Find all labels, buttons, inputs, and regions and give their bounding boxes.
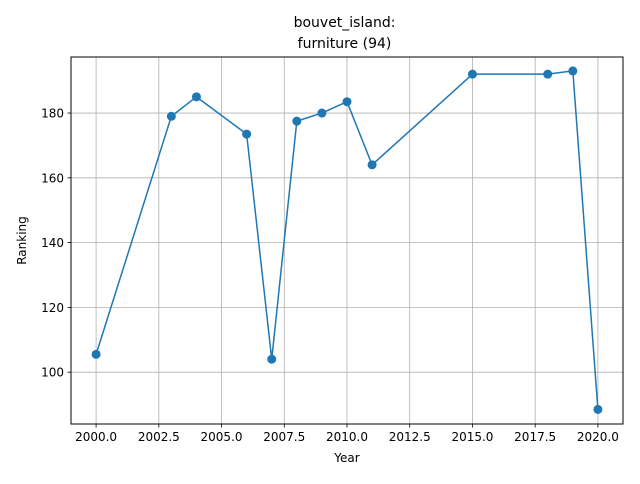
grid-lines — [71, 57, 623, 424]
data-point — [242, 129, 252, 139]
x-axis-ticks: 2000.0 2002.5 2005.0 2007.5 2010.0 2012.5 2015… — [75, 424, 619, 444]
y-axis-ticks: 100 120 140 160 180 — [41, 107, 71, 380]
data-point — [317, 108, 327, 118]
data-point — [191, 92, 201, 102]
y-tick-label: 100 — [41, 366, 64, 380]
x-axis-label: Year — [333, 451, 359, 465]
data-point — [568, 66, 578, 76]
x-tick-label: 2012.5 — [389, 430, 431, 444]
y-tick-label: 160 — [41, 171, 64, 185]
y-tick-label: 180 — [41, 107, 64, 121]
data-point — [543, 69, 553, 79]
data-point — [593, 404, 603, 414]
y-tick-label: 140 — [41, 236, 64, 250]
data-point — [292, 116, 302, 126]
x-tick-label: 2017.5 — [514, 430, 556, 444]
x-tick-label: 2015.0 — [451, 430, 493, 444]
data-point — [267, 354, 277, 364]
chart-title-line-2: furniture (94) — [298, 36, 392, 52]
x-tick-label: 2005.0 — [201, 430, 243, 444]
data-point — [367, 160, 377, 170]
x-tick-label: 2010.0 — [326, 430, 368, 444]
axes-frame — [70, 56, 624, 425]
x-tick-label: 2002.5 — [138, 430, 180, 444]
data-point — [467, 69, 477, 79]
data-point — [91, 349, 101, 359]
x-tick-label: 2000.0 — [75, 430, 117, 444]
data-point — [166, 111, 176, 121]
series-group — [91, 66, 603, 414]
x-tick-label: 2007.5 — [263, 430, 305, 444]
y-axis-label: Ranking — [15, 216, 29, 265]
x-tick-label: 2020.0 — [577, 430, 619, 444]
data-point — [342, 97, 352, 107]
y-tick-label: 120 — [41, 301, 64, 315]
chart-title-line-1: bouvet_island: — [294, 15, 396, 31]
